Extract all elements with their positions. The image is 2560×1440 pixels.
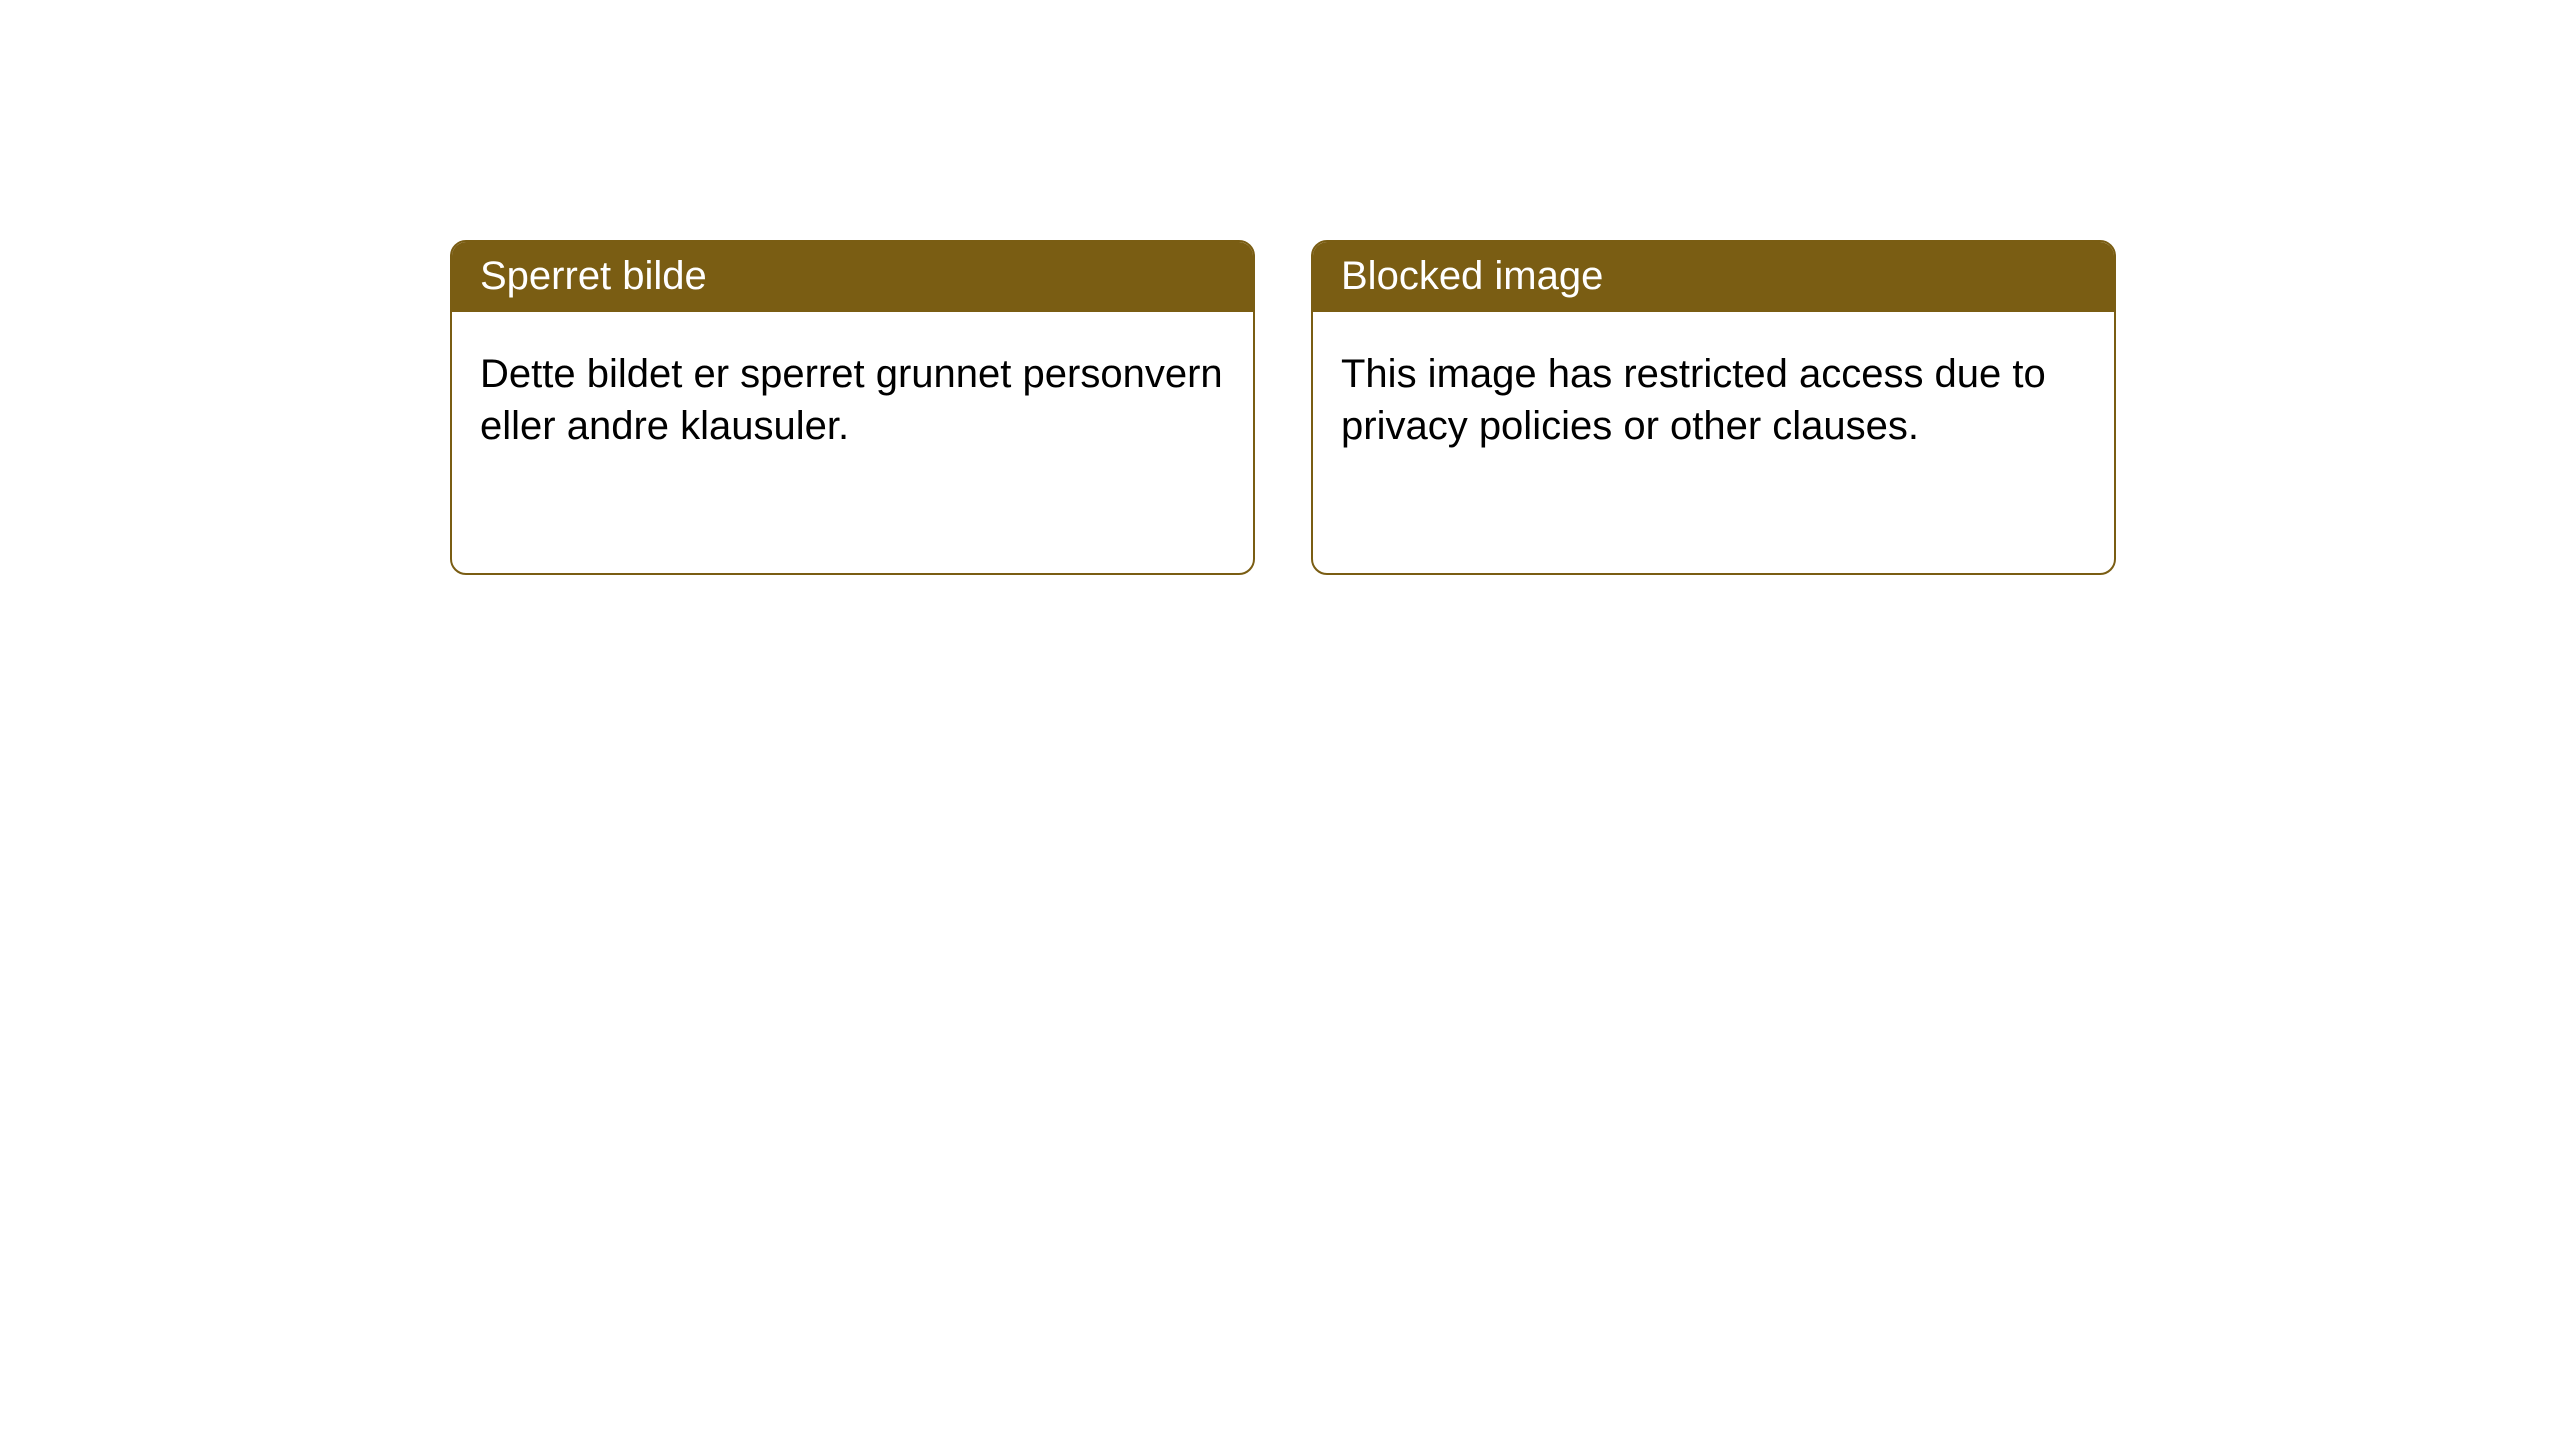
notice-body: This image has restricted access due to … — [1313, 312, 2114, 480]
notice-title: Blocked image — [1313, 242, 2114, 312]
notice-card-english: Blocked image This image has restricted … — [1311, 240, 2116, 575]
notice-card-norwegian: Sperret bilde Dette bildet er sperret gr… — [450, 240, 1255, 575]
notice-container: Sperret bilde Dette bildet er sperret gr… — [0, 0, 2560, 575]
notice-title: Sperret bilde — [452, 242, 1253, 312]
notice-body: Dette bildet er sperret grunnet personve… — [452, 312, 1253, 480]
